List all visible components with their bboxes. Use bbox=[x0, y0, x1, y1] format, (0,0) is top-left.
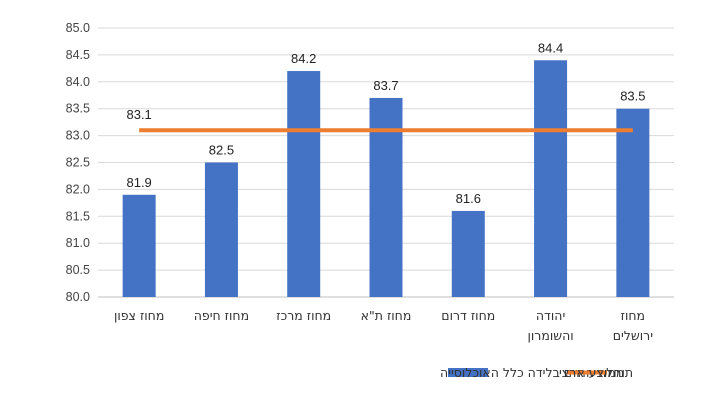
x-tick-label: יהודה והשומרון bbox=[527, 308, 573, 343]
x-axis-categories: מחוז צפון מחוז חיפה מחוז מרכז מחוז ת"א מחוז … bbox=[114, 308, 653, 343]
y-tick-label: 84.0 bbox=[66, 75, 90, 89]
bar-data-label: 84.2 bbox=[291, 51, 316, 66]
average-data-label: 83.1 bbox=[126, 107, 151, 122]
bar bbox=[451, 210, 485, 297]
bar bbox=[122, 194, 156, 297]
y-tick-label: 84.5 bbox=[66, 48, 90, 62]
legend-swatch-bars bbox=[448, 368, 488, 377]
bar-data-label: 81.6 bbox=[456, 191, 481, 206]
bar-data-label: 83.7 bbox=[373, 78, 398, 93]
x-tick-label: מחוז ת"א bbox=[361, 308, 412, 323]
national-average-line-group: 83.1 bbox=[126, 107, 633, 133]
y-tick-label: 83.0 bbox=[66, 129, 90, 143]
bar-data-label: 81.9 bbox=[126, 175, 151, 190]
y-tick-label: 82.0 bbox=[66, 182, 90, 196]
bars bbox=[122, 60, 650, 297]
legend-label-line: ממוצע ארצי bbox=[559, 365, 624, 380]
bar bbox=[369, 97, 403, 297]
bar-data-label: 82.5 bbox=[209, 143, 234, 158]
x-tick-label: מחוז דרום bbox=[441, 308, 495, 323]
y-tick-label: 83.5 bbox=[66, 102, 90, 116]
x-tick-label: מחוז מרכז bbox=[276, 308, 331, 323]
y-tick-label: 80.5 bbox=[66, 263, 90, 277]
legend-label-bars: תוחלת החיים בלידה כלל האוכלוסייה bbox=[440, 365, 633, 380]
bar-data-label: 84.4 bbox=[538, 40, 563, 55]
y-tick-label: 82.5 bbox=[66, 156, 90, 170]
y-tick-label: 81.5 bbox=[66, 209, 90, 223]
x-tick-label: מחוז צפון bbox=[114, 308, 164, 323]
x-tick-label: מחוז ירושלים bbox=[613, 308, 653, 343]
x-tick-label: מחוז חיפה bbox=[194, 308, 249, 323]
bar bbox=[534, 60, 568, 297]
bar bbox=[616, 108, 650, 297]
data-labels: 81.9 82.5 84.2 83.7 81.6 84.4 83.5 bbox=[126, 40, 645, 206]
bar bbox=[287, 71, 321, 297]
y-axis-ticks: 80.0 80.5 81.0 81.5 82.0 82.5 83.0 83.5 84.0 84.5… bbox=[66, 21, 90, 304]
y-tick-label: 81.0 bbox=[66, 236, 90, 250]
y-tick-label: 80.0 bbox=[66, 290, 90, 304]
bar-data-label: 83.5 bbox=[620, 89, 645, 104]
y-tick-label: 85.0 bbox=[66, 21, 90, 35]
bar bbox=[204, 162, 238, 297]
